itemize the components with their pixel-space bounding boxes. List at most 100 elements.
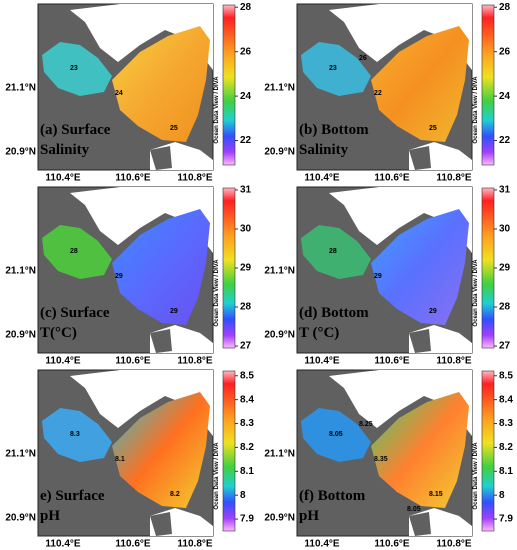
contour-label: 28: [70, 248, 78, 255]
colorbar: [222, 370, 236, 532]
colorbar: [222, 4, 236, 166]
y-tick-label: 21.1°N: [264, 83, 295, 94]
colorbar-tick-label: 8.2: [240, 442, 254, 453]
panel-sublabel: T(°C): [40, 325, 77, 341]
x-tick-label: 110.8°E: [436, 173, 471, 184]
colorbar-tick-label: 8.5: [499, 370, 513, 381]
island: [150, 329, 172, 353]
colorbar: [222, 187, 236, 349]
x-tick-label: 110.6°E: [115, 539, 150, 550]
data-field: [112, 26, 210, 142]
contour-label: 26: [359, 55, 367, 62]
island: [409, 146, 431, 170]
colorbar-tick-label: 8.1: [499, 466, 513, 477]
y-tick-label: 21.1°N: [264, 266, 295, 277]
contour-label: 22: [374, 90, 382, 97]
contour-label: 23: [70, 65, 78, 72]
panel-label: e) Surface: [40, 488, 105, 504]
x-tick-label: 110.8°E: [177, 539, 212, 550]
contour-label: 8.25: [359, 421, 373, 428]
island: [409, 329, 431, 353]
x-tick-label: 110.4°E: [304, 539, 339, 550]
y-tick-label: 21.1°N: [5, 83, 36, 94]
data-field: [301, 225, 371, 279]
colorbar-tick-label: 8: [499, 490, 505, 501]
x-tick-label: 110.4°E: [304, 173, 339, 184]
colorbar-tick-label: 8.3: [499, 418, 513, 429]
x-tick-label: 110.8°E: [177, 173, 212, 184]
panel-sublabel: pH: [40, 508, 60, 524]
y-tick-label: 20.9°N: [5, 147, 36, 158]
sea: [329, 187, 472, 253]
data-field: [112, 392, 210, 508]
contour-label: 25: [429, 125, 437, 132]
y-tick-label: 21.1°N: [5, 449, 36, 460]
contour-label: 8.3: [70, 431, 80, 438]
colorbar-tick-label: 22: [240, 135, 252, 146]
y-tick-label: 20.9°N: [5, 513, 36, 524]
panel-label: (a) Surface: [40, 122, 111, 138]
colorbar-tick-label: 26: [499, 46, 511, 57]
data-field: [371, 209, 469, 325]
x-tick-label: 110.6°E: [115, 356, 150, 367]
island: [150, 512, 172, 536]
colorbar-tick-label: 8.5: [240, 370, 254, 381]
colorbar-tick-label: 29: [499, 263, 511, 274]
data-field: [112, 209, 210, 325]
panel-label: (f) Bottom: [299, 488, 366, 504]
x-tick-label: 110.6°E: [374, 356, 409, 367]
panel-sublabel: pH: [299, 508, 319, 524]
panel-label: (b) Bottom: [299, 122, 369, 138]
y-tick-label: 20.9°N: [264, 330, 295, 341]
data-field: [42, 225, 112, 279]
contour-label: 8.35: [374, 456, 388, 463]
panel: 8.05 8.35 8.15 8.25 8.05 (f) Bottom pH 21.1°N 20…: [264, 369, 513, 550]
credit: Ocean Data View / DIVA: [214, 76, 220, 144]
contour-label: 24: [115, 90, 123, 97]
contour-label: 29: [170, 308, 178, 315]
colorbar-tick-label: 27: [499, 341, 511, 352]
contour-label: 8.2: [170, 491, 180, 498]
data-field: [42, 42, 112, 96]
colorbar-tick-label: 22: [499, 135, 511, 146]
panel-sublabel: Salinity: [299, 142, 349, 158]
colorbar-tick-label: 29: [240, 263, 252, 274]
sea: [329, 370, 472, 436]
x-tick-label: 110.8°E: [436, 356, 471, 367]
contour-label: 25: [170, 125, 178, 132]
panel-label: (c) Surface: [40, 305, 110, 321]
panel-sublabel: Salinity: [40, 142, 90, 158]
sea: [70, 370, 213, 436]
credit: Ocean Data View / DIVA: [473, 259, 479, 327]
colorbar-tick-label: 7.9: [499, 514, 513, 525]
x-tick-label: 110.4°E: [45, 539, 80, 550]
colorbar-tick-label: 8: [240, 490, 246, 501]
colorbar-tick-label: 28: [240, 2, 252, 13]
island: [150, 146, 172, 170]
panel-label: (d) Bottom: [299, 305, 369, 321]
panel: 8.3 8.1 8.2 e) Surface pH 21.1°N 20.9°N 110.4°E…: [5, 369, 254, 550]
colorbar-tick-label: 8.1: [240, 466, 254, 477]
contour-label: 29: [374, 273, 382, 280]
y-tick-label: 20.9°N: [264, 513, 295, 524]
colorbar-tick-label: 8.3: [240, 418, 254, 429]
sea: [329, 4, 472, 70]
colorbar-tick-label: 27: [240, 341, 252, 352]
y-tick-label: 21.1°N: [264, 449, 295, 460]
colorbar: [481, 370, 495, 532]
contour-label: 8.1: [115, 456, 125, 463]
x-tick-label: 110.4°E: [45, 173, 80, 184]
data-field: [301, 42, 371, 96]
y-tick-label: 20.9°N: [264, 147, 295, 158]
y-tick-label: 20.9°N: [5, 330, 36, 341]
colorbar-tick-label: 28: [499, 2, 511, 13]
sea: [70, 4, 213, 70]
credit: Ocean Data View / DIVA: [473, 442, 479, 510]
sea: [70, 187, 213, 253]
colorbar-tick-label: 8.2: [499, 442, 513, 453]
panel-sublabel: T (°C): [299, 325, 339, 341]
contour-label: 29: [429, 308, 437, 315]
contour-label: 8.05: [407, 506, 421, 513]
x-tick-label: 110.8°E: [436, 539, 471, 550]
contour-label: 23: [329, 65, 337, 72]
